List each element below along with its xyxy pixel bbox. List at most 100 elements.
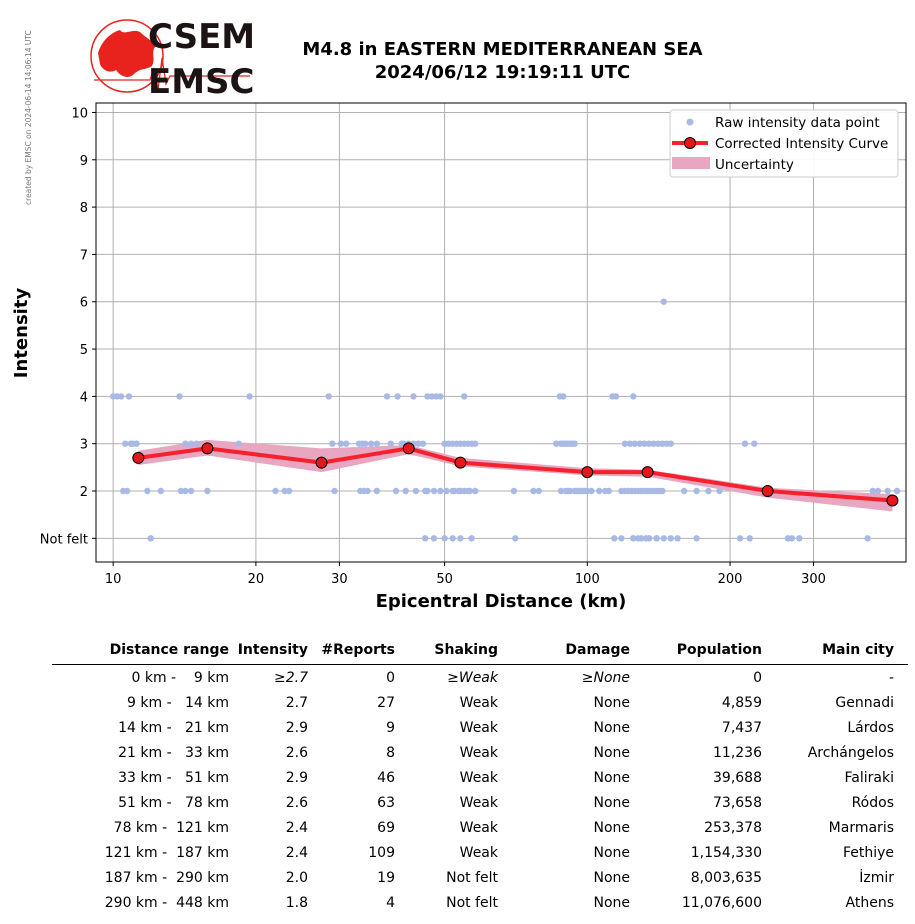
table-cell: 8 — [386, 744, 395, 761]
table-cell: 73,658 — [713, 794, 762, 811]
raw-data-point — [187, 440, 195, 447]
logo-map — [98, 30, 156, 77]
raw-data-point — [441, 535, 448, 542]
table-row: 14 km - 21 km 2.9 9 Weak None 7,437 Lárdos — [52, 715, 908, 740]
table-row: 121 km - 187 km 2.4 109 Weak None 1,154,330 Fe… — [52, 840, 908, 865]
table-cell: 0 — [753, 669, 762, 686]
y-tick-label: 9 — [80, 154, 88, 169]
raw-data-point — [612, 393, 620, 400]
table-cell: 2.9 — [285, 719, 308, 736]
table-cell: 9 km - 14 km — [127, 694, 229, 711]
table-cell: Not felt — [446, 894, 498, 911]
raw-data-point — [123, 487, 131, 495]
legend-raw-marker — [686, 118, 694, 126]
uncertainty-band-layer — [138, 439, 893, 512]
table-cell: Weak — [459, 744, 498, 761]
legend: Raw intensity data point Corrected Inten… — [669, 109, 899, 178]
table-cell: 0 — [386, 669, 395, 686]
raw-data-point — [122, 440, 129, 447]
raw-data-point — [571, 440, 578, 447]
table-cell: 33 km - 51 km — [118, 769, 229, 786]
table-row: 33 km - 51 km 2.9 46 Weak None 39,688 Faliraki — [52, 765, 908, 790]
raw-data-point — [437, 487, 444, 495]
table-cell: None — [593, 869, 630, 886]
raw-data-point — [796, 535, 803, 542]
raw-data-point — [428, 393, 435, 400]
intensity-chart: 10 20 30 50 100 200 300 Not felt 2 3 4 5 6 7 8 9 10 Epic… — [11, 102, 907, 612]
x-tick-label: 200 — [718, 572, 743, 587]
table-row: 290 km - 448 km 1.8 4 Not felt None 11,076,60… — [52, 890, 908, 915]
y-tick-label: 3 — [80, 438, 88, 453]
x-axis-label: Epicentral Distance (km) — [376, 591, 627, 612]
raw-data-point — [693, 487, 700, 495]
raw-data-point — [373, 487, 381, 495]
table-row: 21 km - 33 km 2.6 8 Weak None 11,236 Archángel… — [52, 740, 908, 765]
legend-box — [669, 109, 899, 178]
table-cell: 4,859 — [721, 694, 762, 711]
table-header-cell: Intensity — [237, 642, 308, 658]
legend-curve-marker — [684, 137, 696, 149]
table-cell: 2.4 — [285, 844, 308, 861]
intensity-curve-marker — [201, 442, 214, 455]
raw-data-point — [567, 487, 574, 495]
raw-data-point — [869, 487, 876, 495]
table-cell: None — [593, 769, 630, 786]
raw-data-point — [472, 487, 479, 495]
raw-data-point — [893, 487, 901, 495]
uncertainty-band — [138, 439, 893, 512]
y-tick-label: 7 — [80, 248, 88, 263]
table-row: 78 km - 121 km 2.4 69 Weak None 253,378 Marmar… — [52, 815, 908, 840]
raw-data-point — [118, 393, 125, 400]
y-tick-label: 6 — [80, 296, 88, 311]
raw-data-point — [424, 487, 431, 495]
y-tick-label: 2 — [80, 485, 88, 500]
table-cell: ≥None — [581, 669, 630, 686]
table-cell: 51 km - 78 km — [118, 794, 229, 811]
table-row: 187 km - 290 km 2.0 19 Not felt None 8,003,63… — [52, 865, 908, 890]
table-cell: 63 — [377, 794, 395, 811]
raw-data-point — [430, 535, 438, 542]
table-cell: Weak — [459, 694, 498, 711]
raw-data-point — [705, 487, 712, 495]
plot-frame — [95, 102, 907, 563]
table-cell: ≥2.7 — [274, 669, 308, 686]
x-tick-label: 30 — [331, 572, 348, 587]
chart-title: M4.8 in EASTERN MEDITERRANEAN SEA 2024/0… — [250, 38, 755, 84]
table-cell: 0 km - 9 km — [131, 669, 229, 686]
table-cell: 21 km - 33 km — [118, 744, 229, 761]
table-header-cell: Shaking — [434, 642, 498, 658]
table-row: 9 km - 14 km 2.7 27 Weak None 4,859 Gennadi — [52, 690, 908, 715]
table-cell: None — [593, 744, 630, 761]
y-tick-label: 5 — [80, 343, 88, 358]
raw-data-point — [588, 487, 595, 495]
table-cell: ≥Weak — [447, 669, 498, 686]
raw-data-point — [394, 393, 401, 400]
intensity-table: Distance range Intensity #Reports Shaking Da… — [52, 640, 908, 915]
table-row: 0 km - 9 km ≥2.7 0 ≥Weak ≥None 0 - — [52, 665, 908, 691]
raw-data-point — [187, 487, 195, 495]
raw-data-point — [874, 487, 882, 495]
raw-data-point — [788, 535, 796, 542]
raw-data-point — [716, 487, 723, 495]
table-cell: Faliraki — [844, 769, 894, 786]
raw-data-point — [736, 535, 744, 542]
raw-data-point — [457, 487, 464, 495]
table-cell: Weak — [459, 769, 498, 786]
raw-data-point — [645, 535, 653, 542]
raw-data-point — [751, 440, 758, 447]
raw-data-point — [449, 535, 456, 542]
raw-data-point — [693, 535, 700, 542]
table-cell: 14 km - 21 km — [118, 719, 229, 736]
table-cell: Ródos — [851, 794, 894, 811]
raw-data-point — [133, 440, 140, 447]
table-cell: 2.4 — [285, 819, 308, 836]
raw-data-point — [246, 393, 253, 400]
raw-data-point — [553, 440, 560, 447]
legend-raw-label: Raw intensity data point — [715, 115, 880, 131]
raw-data-point — [535, 487, 542, 495]
table-cell: 187 km - 290 km — [104, 869, 229, 886]
raw-data-point — [596, 487, 603, 495]
raw-data-point — [272, 487, 279, 495]
raw-data-point — [410, 393, 417, 400]
raw-data-point — [864, 535, 871, 542]
